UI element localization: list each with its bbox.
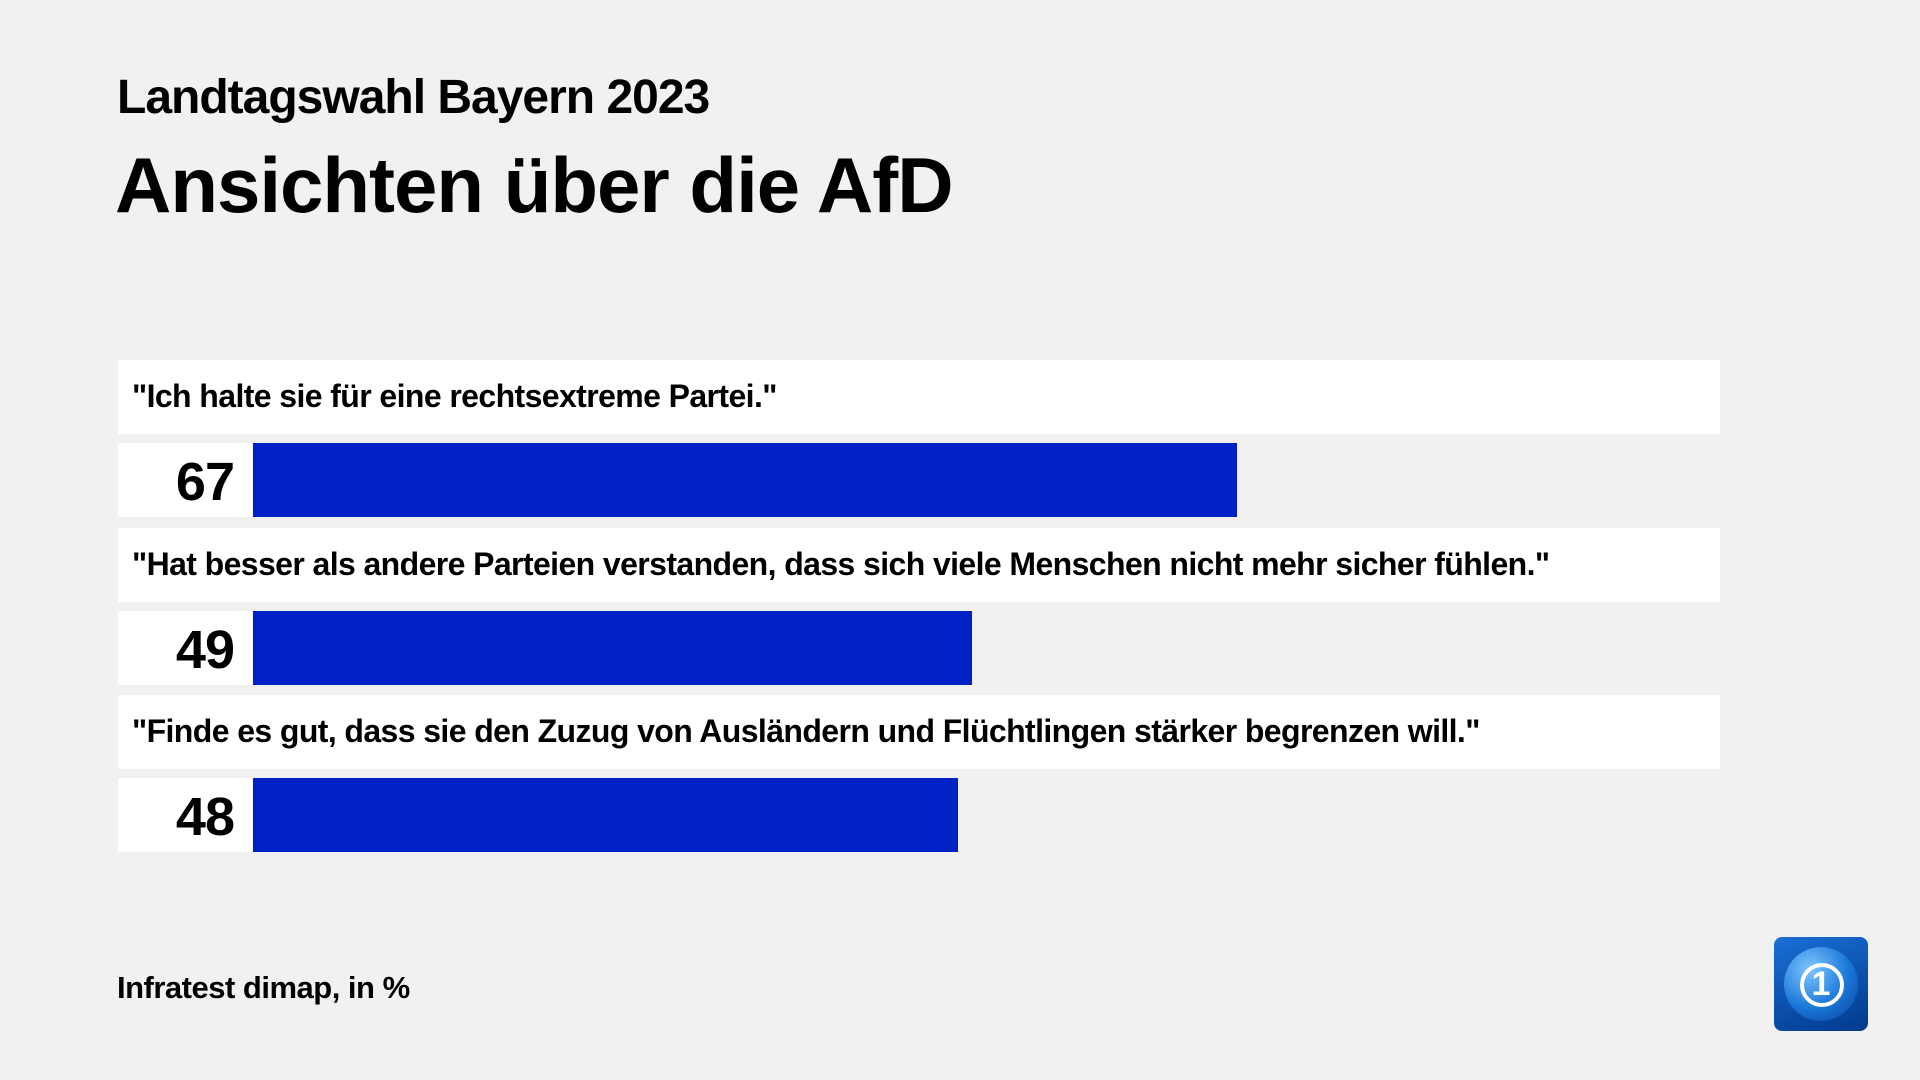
row-label: "Finde es gut, dass sie den Zuzug von Au… (132, 713, 1480, 749)
bar (253, 611, 972, 685)
bar (253, 443, 1237, 517)
row-label: "Hat besser als andere Parteien verstand… (132, 546, 1550, 582)
row-label-box: "Hat besser als andere Parteien verstand… (118, 528, 1720, 602)
value-label: 67 (175, 452, 235, 512)
row-label: "Ich halte sie für eine rechtsextreme Pa… (132, 378, 777, 414)
chart-subtitle: Landtagswahl Bayern 2023 (117, 71, 710, 124)
logo-glyph: 1 (1811, 965, 1831, 1003)
bar (253, 778, 958, 852)
value-box: 48 (118, 778, 252, 852)
value-label: 48 (175, 787, 235, 847)
ring-icon (1800, 963, 1844, 1007)
row-label-box: "Ich halte sie für eine rechtsextreme Pa… (118, 360, 1720, 434)
value-label: 49 (175, 620, 235, 680)
source-note: Infratest dimap, in % (117, 970, 410, 1005)
chart-title: Ansichten über die AfD (115, 141, 954, 229)
value-box: 67 (118, 443, 252, 517)
value-box: 49 (118, 611, 252, 685)
ard-tagesschau-logo-icon: 1 (1774, 937, 1868, 1031)
row-label-box: "Finde es gut, dass sie den Zuzug von Au… (118, 695, 1720, 769)
